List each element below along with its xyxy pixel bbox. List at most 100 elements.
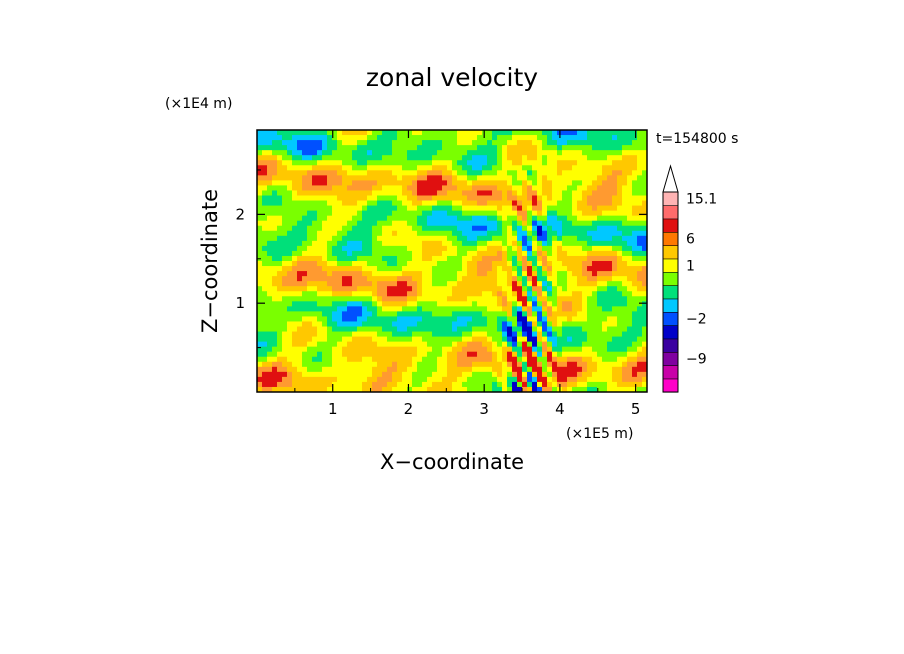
contour-cell [312,266,318,272]
contour-cell [582,301,588,307]
contour-cell [357,140,363,146]
contour-cell [507,356,513,363]
contour-cell [577,336,583,343]
contour-cell [612,200,618,207]
contour-cell [272,331,278,338]
contour-cell [492,185,498,192]
contour-cell [322,140,328,146]
contour-cell [597,346,603,353]
contour-cell [297,165,303,171]
contour-cell [287,311,293,318]
contour-cell [467,271,473,277]
contour-cell [277,210,283,217]
contour-cell [527,366,533,373]
contour-cell [402,306,408,312]
contour-cell [332,190,338,197]
contour-cell [517,321,523,328]
contour-cell [282,351,288,358]
contour-cell [372,190,378,197]
contour-cell [497,150,503,156]
contour-cell [347,140,353,146]
contour-cell [527,306,533,312]
contour-cell [442,296,448,302]
contour-cell [592,326,598,333]
contour-cell [382,286,388,292]
contour-cell [462,276,468,282]
contour-cell [412,180,418,187]
contour-cell [587,195,593,202]
colorbar-label: 1 [686,258,695,274]
contour-cell [562,140,568,146]
contour-cell [272,291,278,297]
contour-cell [442,356,448,363]
contour-cell [327,225,333,232]
contour-cell [312,180,318,187]
contour-cell [382,386,388,392]
contour-cell [552,296,558,302]
contour-cell [502,200,508,207]
contour-cell [592,386,598,392]
contour-cell [447,311,453,318]
contour-cell [387,135,393,141]
contour-cell [522,200,528,207]
contour-cell [367,145,373,151]
contour-cell [537,361,543,368]
contour-cell [402,170,408,176]
contour-cell [497,326,503,333]
contour-cell [357,145,363,151]
contour-cell [622,200,628,207]
contour-cell [397,205,403,212]
contour-cell [437,351,443,358]
contour-cell [527,336,533,343]
contour-cell [437,326,443,333]
contour-cell [442,271,448,277]
contour-cell [562,336,568,343]
contour-cell [307,215,313,222]
contour-cell [487,165,493,171]
contour-cell [642,291,647,297]
contour-cell [357,175,363,181]
contour-cell [357,261,363,267]
contour-cell [552,266,558,272]
contour-cell [292,215,298,222]
contour-cell [567,180,573,187]
contour-cell [502,230,508,237]
contour-cell [302,301,308,307]
contour-cell [627,281,633,287]
contour-cell [477,311,483,318]
contour-cell [557,366,563,373]
contour-cell [602,160,608,166]
contour-cell [567,190,573,197]
contour-cell [517,286,523,292]
contour-cell [592,311,598,318]
contour-cell [502,165,508,171]
contour-cell [502,376,508,383]
contour-cell [397,291,403,297]
contour-cell [337,346,343,353]
contour-cell [377,255,383,262]
contour-cell [287,346,293,353]
contour-cell [502,291,508,297]
contour-cell [557,356,563,363]
contour-cell [642,261,647,267]
contour-cell [487,170,493,176]
contour-cell [277,336,283,343]
contour-cell [372,306,378,312]
contour-cell [637,170,643,176]
contour-cell [607,190,613,197]
contour-cell [632,351,638,358]
contour-cell [502,215,508,222]
contour-cell [267,341,273,348]
contour-cell [347,356,353,363]
contour-cell [407,366,413,373]
contour-cell [632,306,638,312]
contour-cell [502,351,508,358]
contour-cell [382,180,388,187]
contour-cell [627,130,633,136]
contour-cell [552,150,558,156]
contour-cell [372,155,378,161]
contour-cell [472,361,478,368]
contour-cell [512,386,518,392]
contour-cell [542,311,548,318]
contour-cell [542,326,548,333]
